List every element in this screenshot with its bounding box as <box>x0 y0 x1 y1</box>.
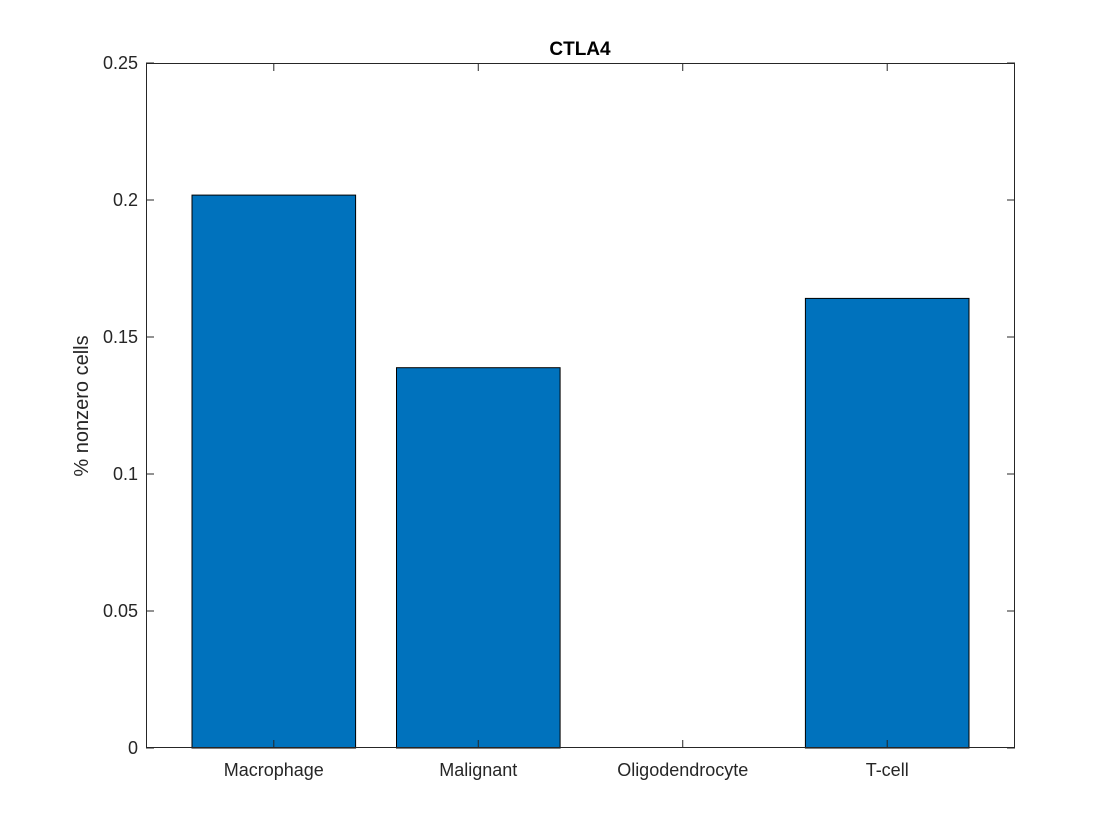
bar-malignant <box>396 367 561 749</box>
y-tick-label: 0.1 <box>113 464 138 484</box>
bars-layer <box>191 194 970 749</box>
bar-t-cell <box>804 297 970 749</box>
y-tick-label: 0.05 <box>103 601 138 621</box>
x-tick-label-macrophage: Macrophage <box>224 760 324 780</box>
y-axis-label: % nonzero cells <box>71 335 93 476</box>
y-tick-label: 0.25 <box>103 53 138 73</box>
x-tick-label-oligodendrocyte: Oligodendrocyte <box>617 760 748 780</box>
bar-macrophage <box>191 194 357 749</box>
x-tick-label-t-cell: T-cell <box>866 760 909 780</box>
y-tick-label: 0 <box>128 738 138 758</box>
x-tick-label-malignant: Malignant <box>439 760 517 780</box>
labels-layer: Macrophage Malignant Oligodendrocyte T-cell… <box>103 53 909 780</box>
chart-title: CTLA4 <box>549 39 611 60</box>
y-tick-label: 0.15 <box>103 327 138 347</box>
y-tick-label: 0.2 <box>113 190 138 210</box>
axes-box <box>146 63 1015 748</box>
